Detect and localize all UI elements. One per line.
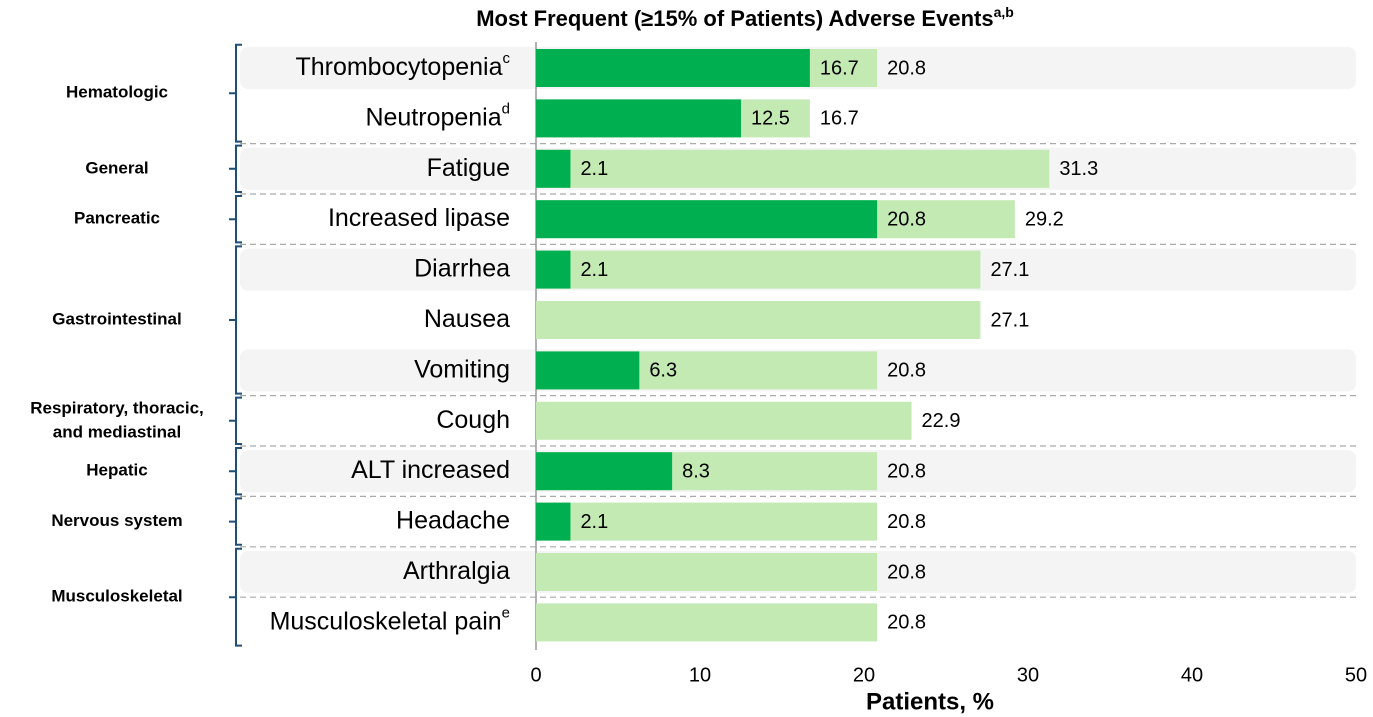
group-label: Pancreatic xyxy=(74,209,160,228)
bar xyxy=(536,301,981,339)
group-bracket xyxy=(229,497,242,546)
value-label: 20.8 xyxy=(887,360,926,382)
value-label: 29.2 xyxy=(1025,208,1064,230)
bar xyxy=(536,149,1050,188)
bar xyxy=(536,502,878,541)
value-label: 20.8 xyxy=(887,57,926,79)
category-text: Headache xyxy=(396,506,510,534)
bar xyxy=(536,351,640,390)
x-tick-label: 40 xyxy=(1181,664,1203,686)
category-label: Headache xyxy=(396,506,510,534)
category-label: Vomiting xyxy=(414,355,510,383)
value-label: 31.3 xyxy=(1059,158,1098,180)
category-label: Arthralgia xyxy=(403,557,510,585)
category-label: Nausea xyxy=(424,305,510,333)
bar xyxy=(536,99,741,138)
category-label: Musculoskeletal paine xyxy=(270,604,510,635)
value-label: 16.7 xyxy=(820,57,859,79)
category-text: Nausea xyxy=(424,305,510,333)
category-text: ALT increased xyxy=(351,456,510,484)
group-label: and mediastinal xyxy=(53,422,181,441)
x-tick-label: 0 xyxy=(530,664,541,686)
bar xyxy=(536,452,673,491)
category-note: e xyxy=(502,604,510,621)
group-bracket xyxy=(229,547,242,647)
x-tick-label: 10 xyxy=(689,664,711,686)
value-label: 2.1 xyxy=(580,259,608,281)
bar xyxy=(536,553,878,591)
category-text: Fatigue xyxy=(427,153,510,181)
category-label: Fatigue xyxy=(427,153,510,181)
category-text: Cough xyxy=(436,405,510,433)
group-bracket xyxy=(229,144,242,193)
bar xyxy=(536,49,810,87)
group-label: General xyxy=(85,158,148,177)
category-label: Increased lipase xyxy=(328,204,510,232)
group-label: Nervous system xyxy=(51,511,182,530)
value-label: 22.9 xyxy=(922,410,961,432)
value-label: 20.8 xyxy=(887,612,926,634)
value-label: 20.8 xyxy=(887,460,926,482)
value-label: 2.1 xyxy=(580,158,608,180)
category-text: Arthralgia xyxy=(403,557,510,585)
category-text: Diarrhea xyxy=(414,254,510,282)
value-label: 16.7 xyxy=(820,108,859,130)
group-label: Hematologic xyxy=(66,83,168,102)
title-note: a,b xyxy=(994,4,1014,20)
category-label: Thrombocytopeniac xyxy=(295,50,510,81)
value-label: 6.3 xyxy=(649,360,677,382)
bar xyxy=(536,401,912,440)
group-bracket xyxy=(229,43,242,143)
value-label: 12.5 xyxy=(751,108,790,130)
bar xyxy=(536,250,571,289)
value-label: 20.8 xyxy=(887,208,926,230)
category-label: Diarrhea xyxy=(414,254,510,282)
group-bracket xyxy=(229,447,242,496)
category-text: Vomiting xyxy=(414,355,510,383)
title-text: Most Frequent (≥15% of Patients) Adverse… xyxy=(476,6,993,31)
category-label: Neutropeniad xyxy=(365,100,510,131)
category-text: Musculoskeletal pain xyxy=(270,607,502,635)
category-text: Neutropenia xyxy=(365,103,501,131)
group-label: Hepatic xyxy=(86,461,147,480)
value-label: 20.8 xyxy=(887,561,926,583)
category-label: ALT increased xyxy=(351,456,510,484)
value-label: 20.8 xyxy=(887,511,926,533)
x-tick-label: 20 xyxy=(853,664,875,686)
category-text: Thrombocytopenia xyxy=(295,53,502,81)
category-label: Cough xyxy=(436,405,510,433)
value-label: 8.3 xyxy=(682,460,710,482)
bar xyxy=(536,200,878,239)
group-bracket xyxy=(229,245,242,395)
group-label: Respiratory, thoracic, xyxy=(30,398,204,417)
group-label: Gastrointestinal xyxy=(52,309,181,328)
x-axis-title: Patients, % xyxy=(866,688,994,715)
bar xyxy=(536,250,981,289)
bar xyxy=(536,149,571,188)
x-tick-label: 30 xyxy=(1017,664,1039,686)
value-label: 27.1 xyxy=(990,259,1029,281)
value-label: 27.1 xyxy=(990,309,1029,331)
value-label: 2.1 xyxy=(580,511,608,533)
category-note: c xyxy=(503,50,511,67)
group-label: Musculoskeletal xyxy=(51,587,182,606)
group-bracket xyxy=(229,195,242,244)
x-tick-label: 50 xyxy=(1345,664,1367,686)
group-bracket xyxy=(229,396,242,445)
chart-title: Most Frequent (≥15% of Patients) Adverse… xyxy=(476,4,1014,31)
bar xyxy=(536,603,878,642)
category-note: d xyxy=(502,100,510,117)
category-text: Increased lipase xyxy=(328,204,510,232)
bar xyxy=(536,502,571,541)
